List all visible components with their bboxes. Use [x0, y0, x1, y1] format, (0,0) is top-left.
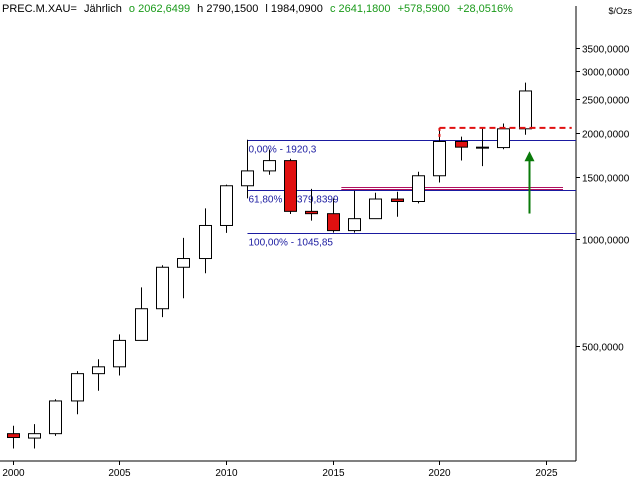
candle-body — [519, 90, 532, 130]
chart-header: PREC.M.XAU= Jährlich o 2062,6499 h 2790,… — [2, 3, 517, 15]
candle — [113, 334, 126, 376]
candle-body — [28, 433, 41, 439]
low-value: l 1984,0900 — [265, 3, 323, 15]
candle-body — [327, 213, 340, 232]
candle-body — [412, 175, 425, 203]
candle — [241, 139, 254, 199]
y-tick-label: 2000,0000 — [582, 130, 630, 141]
x-tick-label: 2015 — [322, 468, 345, 479]
candle-body — [113, 339, 126, 368]
candle — [327, 198, 340, 233]
candle — [177, 237, 190, 299]
candle-body — [135, 308, 148, 341]
candle-body — [220, 185, 233, 226]
candle — [455, 136, 468, 161]
close-value: c 2641,1800 — [329, 3, 391, 15]
candle — [135, 287, 148, 341]
candle — [412, 171, 425, 204]
y-tick-label: 3000,0000 — [582, 68, 630, 79]
candle-body — [369, 198, 382, 220]
arrow-head — [524, 151, 535, 162]
candle-body — [263, 160, 276, 172]
candle-body — [92, 366, 105, 375]
candle — [7, 425, 20, 449]
candle-body — [348, 218, 361, 232]
x-tick-label: 2010 — [215, 468, 238, 479]
candle — [28, 424, 41, 449]
open-value: o 2062,6499 — [128, 3, 191, 15]
candle-body — [284, 160, 297, 212]
candle-body — [455, 140, 468, 148]
y-tick-label: 1500,0000 — [582, 174, 630, 185]
candle-body — [476, 146, 489, 149]
candle — [92, 359, 105, 391]
candle-body — [7, 433, 20, 439]
x-tick-label: 2020 — [428, 468, 451, 479]
candle-body — [49, 400, 62, 435]
fib-level-label: 0,00% - 1920,3 — [248, 145, 316, 156]
candle — [156, 265, 169, 318]
x-tick-label: 2005 — [108, 468, 131, 479]
candle — [348, 190, 361, 233]
candle — [305, 188, 318, 221]
candle — [71, 371, 84, 415]
candle-body — [497, 128, 510, 149]
candle — [263, 149, 276, 175]
candle-body — [71, 373, 84, 402]
candle-body — [241, 170, 254, 187]
candle — [199, 208, 212, 274]
candle-body — [156, 266, 169, 310]
candle — [369, 192, 382, 220]
unit-label: $/Ozs — [608, 6, 632, 16]
candle — [284, 158, 297, 215]
x-tick-label: 2025 — [535, 468, 558, 479]
change-value: +578,5900 — [397, 3, 450, 15]
candle-body — [433, 140, 446, 177]
candle-body — [177, 258, 190, 268]
y-tick-label: 500,0000 — [582, 343, 624, 354]
candle — [49, 399, 62, 436]
period-label: Jährlich — [83, 3, 122, 15]
candle-body — [199, 224, 212, 260]
y-tick-label: 3500,0000 — [582, 45, 630, 56]
y-tick-label: 2500,0000 — [582, 96, 630, 107]
change-pct-value: +28,0516% — [456, 3, 513, 15]
candle — [220, 184, 233, 233]
candle — [519, 82, 532, 135]
symbol-label: PREC.M.XAU= — [2, 3, 77, 15]
fib-level-label: 100,00% - 1045,85 — [248, 238, 333, 249]
candle — [391, 191, 404, 217]
x-tick-label: 2000 — [2, 468, 25, 479]
candle-body — [391, 198, 404, 203]
high-value: h 2790,1500 — [197, 3, 259, 15]
candle — [433, 127, 446, 183]
candle — [476, 128, 489, 167]
y-tick-label: 1000,0000 — [582, 236, 630, 247]
candle-body — [305, 210, 318, 215]
